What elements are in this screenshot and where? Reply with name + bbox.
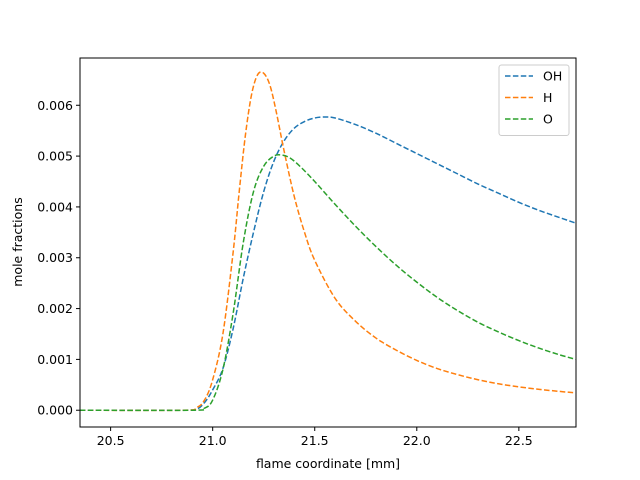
legend-box: [498, 64, 570, 136]
x-tick-label: 21.5: [301, 433, 329, 448]
y-tick-label: 0.004: [37, 199, 73, 214]
y-tick-label: 0.006: [37, 98, 73, 113]
x-axis-label: flame coordinate [mm]: [256, 456, 400, 471]
x-tick-label: 21.0: [199, 433, 227, 448]
plot-area: [80, 58, 576, 427]
plot-frame: [79, 57, 577, 428]
y-tick-label: 0.001: [37, 352, 73, 367]
series-layer: [80, 71, 576, 412]
legend-label-o: O: [543, 112, 553, 127]
series-line-h: [80, 71, 576, 412]
legend-label-h: H: [543, 90, 552, 105]
series-line-oh: [80, 116, 576, 412]
y-axis: 0.000 0.001 0.002 0.003 0.004 0.005 0.006: [37, 98, 80, 418]
legend-label-oh: OH: [543, 69, 562, 84]
y-tick-label: 0.005: [37, 149, 73, 164]
y-axis-label: mole fractions: [10, 197, 25, 287]
y-tick-label: 0.000: [37, 403, 73, 418]
x-tick-label: 20.5: [97, 433, 125, 448]
x-tick-label: 22.5: [505, 433, 533, 448]
x-axis: 20.5 21.0 21.5 22.0 22.5: [97, 427, 533, 448]
y-tick-label: 0.002: [37, 301, 73, 316]
x-tick-label: 22.0: [403, 433, 431, 448]
y-tick-label: 0.003: [37, 250, 73, 265]
legend: OH HO: [498, 64, 570, 136]
series-line-o: [80, 154, 576, 412]
